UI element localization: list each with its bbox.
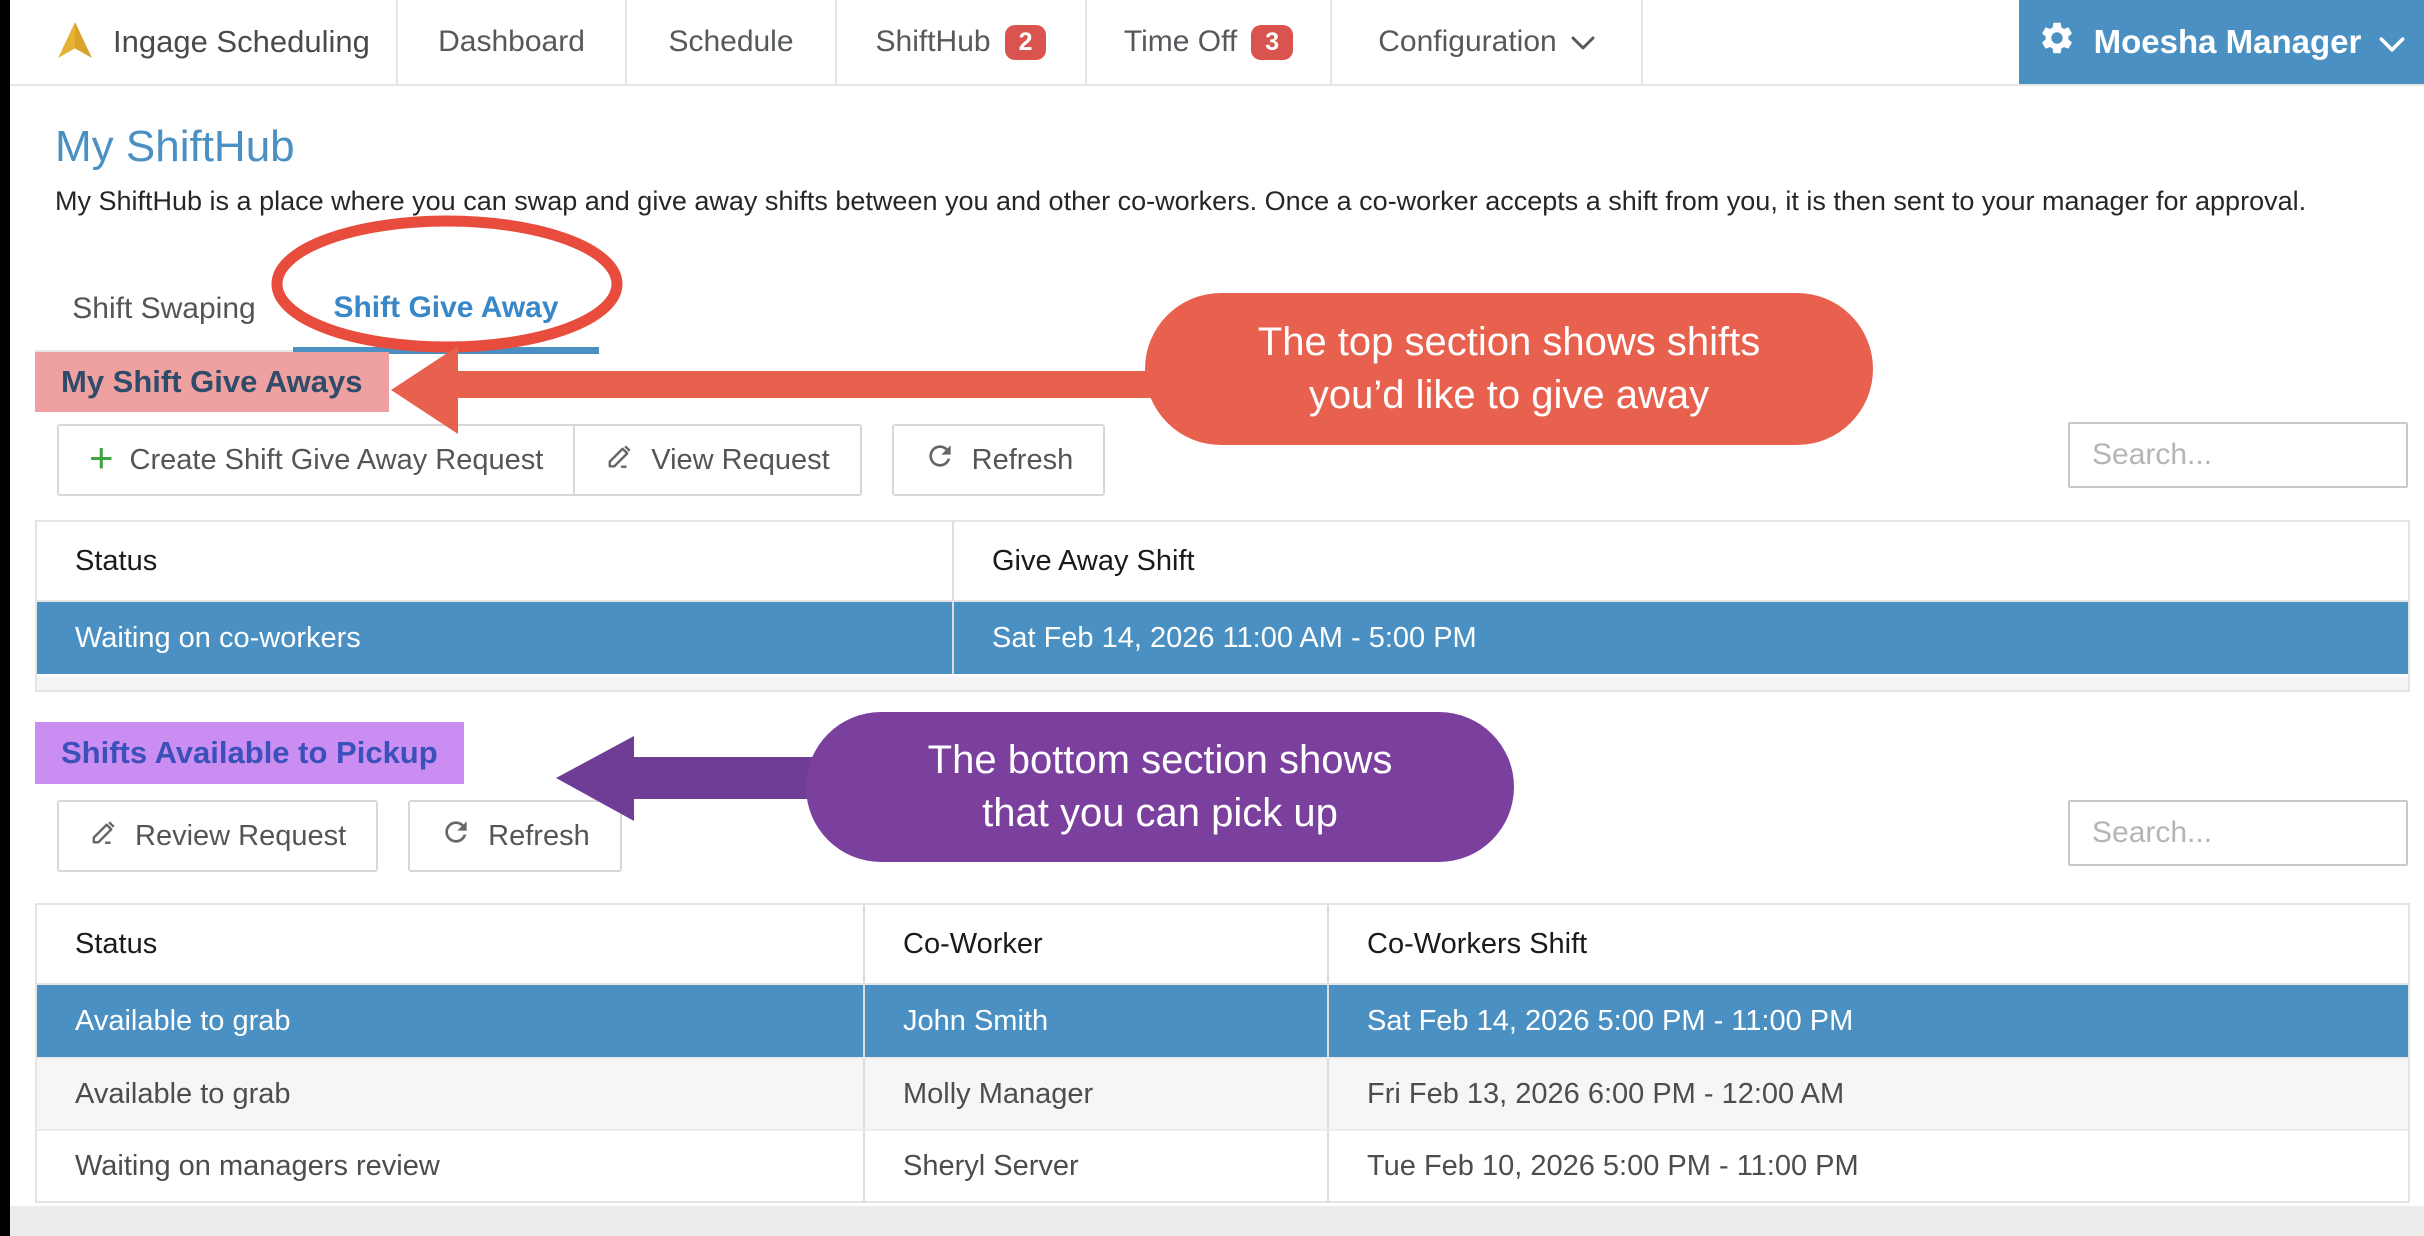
give-aways-toolbar: + Create Shift Give Away Request View Re… [57, 424, 1106, 496]
table-row[interactable]: Waiting on managers review Sheryl Server… [37, 1129, 2408, 1201]
table-header-row: Status Give Away Shift [37, 522, 2408, 602]
nav-item-time-off[interactable]: Time Off 3 [1085, 0, 1330, 84]
nav-item-configuration[interactable]: Configuration [1330, 0, 1643, 84]
tab-label: Shift Swaping [72, 292, 256, 325]
refresh-icon [924, 440, 956, 480]
nav-spacer [1643, 0, 2019, 84]
shifthub-tabs: Shift Swaping Shift Give Away [35, 268, 599, 354]
nav-item-label: Time Off [1123, 25, 1238, 58]
column-header-status: Status [75, 544, 158, 577]
brand-label: Ingage Scheduling [113, 24, 370, 59]
chevron-down-icon [1571, 25, 1595, 59]
annotation-callout-top: The top section shows shifts you’d like … [1145, 293, 1873, 445]
callout-text: that you can pick up [982, 791, 1338, 835]
plus-icon: + [89, 434, 114, 481]
cell-coworker: Molly Manager [863, 1059, 1327, 1129]
chevron-down-icon [2379, 23, 2405, 61]
pickup-search-input[interactable] [2068, 800, 2408, 866]
brand[interactable]: Ingage Scheduling [10, 0, 396, 84]
nav-item-label: Dashboard [438, 25, 585, 58]
table-row[interactable]: Waiting on co-workers Sat Feb 14, 2026 1… [37, 602, 2408, 674]
nav-item-label: ShiftHub [875, 25, 991, 58]
pickup-table: Status Co-Worker Co-Workers Shift Availa… [35, 903, 2410, 1203]
refresh-button[interactable]: Refresh [408, 800, 622, 872]
ingage-logo-icon [55, 20, 95, 65]
tab-label: Shift Give Away [333, 290, 559, 324]
button-label: Review Request [135, 819, 347, 852]
refresh-button[interactable]: Refresh [891, 424, 1106, 496]
button-label: Refresh [488, 819, 590, 852]
create-give-away-button[interactable]: + Create Shift Give Away Request [57, 424, 576, 496]
cell-status: Available to grab [75, 1004, 291, 1037]
tab-shift-swapping[interactable]: Shift Swaping [35, 268, 293, 354]
pencil-icon [605, 441, 635, 479]
view-request-button[interactable]: View Request [575, 424, 862, 496]
page-description: My ShiftHub is a place where you can swa… [55, 186, 2307, 216]
user-name-label: Moesha Manager [2093, 23, 2362, 60]
column-header-co-worker: Co-Worker [863, 905, 1327, 983]
page-bottom-strip [10, 1206, 2424, 1236]
shifthub-count-badge: 2 [1004, 24, 1047, 60]
nav-item-label: Configuration [1378, 25, 1557, 58]
cell-coworker: Sheryl Server [863, 1131, 1327, 1201]
refresh-icon [440, 816, 472, 856]
pencil-icon [89, 817, 119, 855]
column-header-status: Status [75, 927, 158, 960]
page-title: My ShiftHub [55, 122, 295, 171]
cell-coworker: John Smith [863, 985, 1327, 1057]
nav-item-schedule[interactable]: Schedule [625, 0, 835, 84]
callout-text: The top section shows shifts [1257, 320, 1761, 364]
give-aways-heading: My Shift Give Aways [35, 352, 389, 412]
pickup-heading: Shifts Available to Pickup [35, 722, 464, 784]
cell-shift: Sat Feb 14, 2026 5:00 PM - 11:00 PM [1327, 985, 2408, 1057]
annotation-red-arrow-head [391, 346, 458, 434]
user-menu-button[interactable]: Moesha Manager [2019, 0, 2424, 84]
window-edge-strip [0, 0, 10, 1236]
button-label: View Request [651, 443, 830, 476]
cell-shift: Sat Feb 14, 2026 11:00 AM - 5:00 PM [952, 602, 2408, 674]
column-header-co-workers-shift: Co-Workers Shift [1327, 905, 2408, 983]
annotation-callout-bottom: The bottom section shows that you can pi… [806, 712, 1514, 862]
table-row[interactable]: Available to grab Molly Manager Fri Feb … [37, 1057, 2408, 1129]
table-row[interactable]: Available to grab John Smith Sat Feb 14,… [37, 985, 2408, 1057]
tab-shift-give-away[interactable]: Shift Give Away [293, 268, 599, 354]
annotation-red-arrow-shaft [452, 371, 1152, 398]
annotation-purple-arrow-shaft [628, 757, 814, 799]
review-request-button[interactable]: Review Request [57, 800, 379, 872]
cell-status: Waiting on co-workers [75, 621, 361, 654]
gear-icon [2038, 19, 2076, 65]
time-off-count-badge: 3 [1251, 24, 1294, 60]
cell-shift: Tue Feb 10, 2026 5:00 PM - 11:00 PM [1327, 1131, 2408, 1201]
cell-shift: Fri Feb 13, 2026 6:00 PM - 12:00 AM [1327, 1059, 2408, 1129]
pickup-toolbar: Review Request Refresh [57, 800, 622, 872]
nav-item-shifthub[interactable]: ShiftHub 2 [835, 0, 1085, 84]
callout-text: The bottom section shows [927, 738, 1393, 782]
table-empty-strip [37, 674, 2408, 690]
cell-status: Waiting on managers review [75, 1149, 440, 1182]
table-header-row: Status Co-Worker Co-Workers Shift [37, 905, 2408, 985]
nav-item-label: Schedule [668, 25, 794, 58]
give-aways-search-input[interactable] [2068, 422, 2408, 488]
give-aways-table: Status Give Away Shift Waiting on co-wor… [35, 520, 2410, 692]
top-nav: Ingage Scheduling Dashboard Schedule Shi… [10, 0, 2424, 86]
callout-text: you’d like to give away [1308, 373, 1710, 417]
button-label: Refresh [971, 443, 1074, 476]
column-header-give-away-shift: Give Away Shift [952, 522, 2408, 600]
nav-item-dashboard[interactable]: Dashboard [396, 0, 625, 84]
cell-status: Available to grab [75, 1077, 291, 1110]
button-label: Create Shift Give Away Request [129, 443, 544, 476]
